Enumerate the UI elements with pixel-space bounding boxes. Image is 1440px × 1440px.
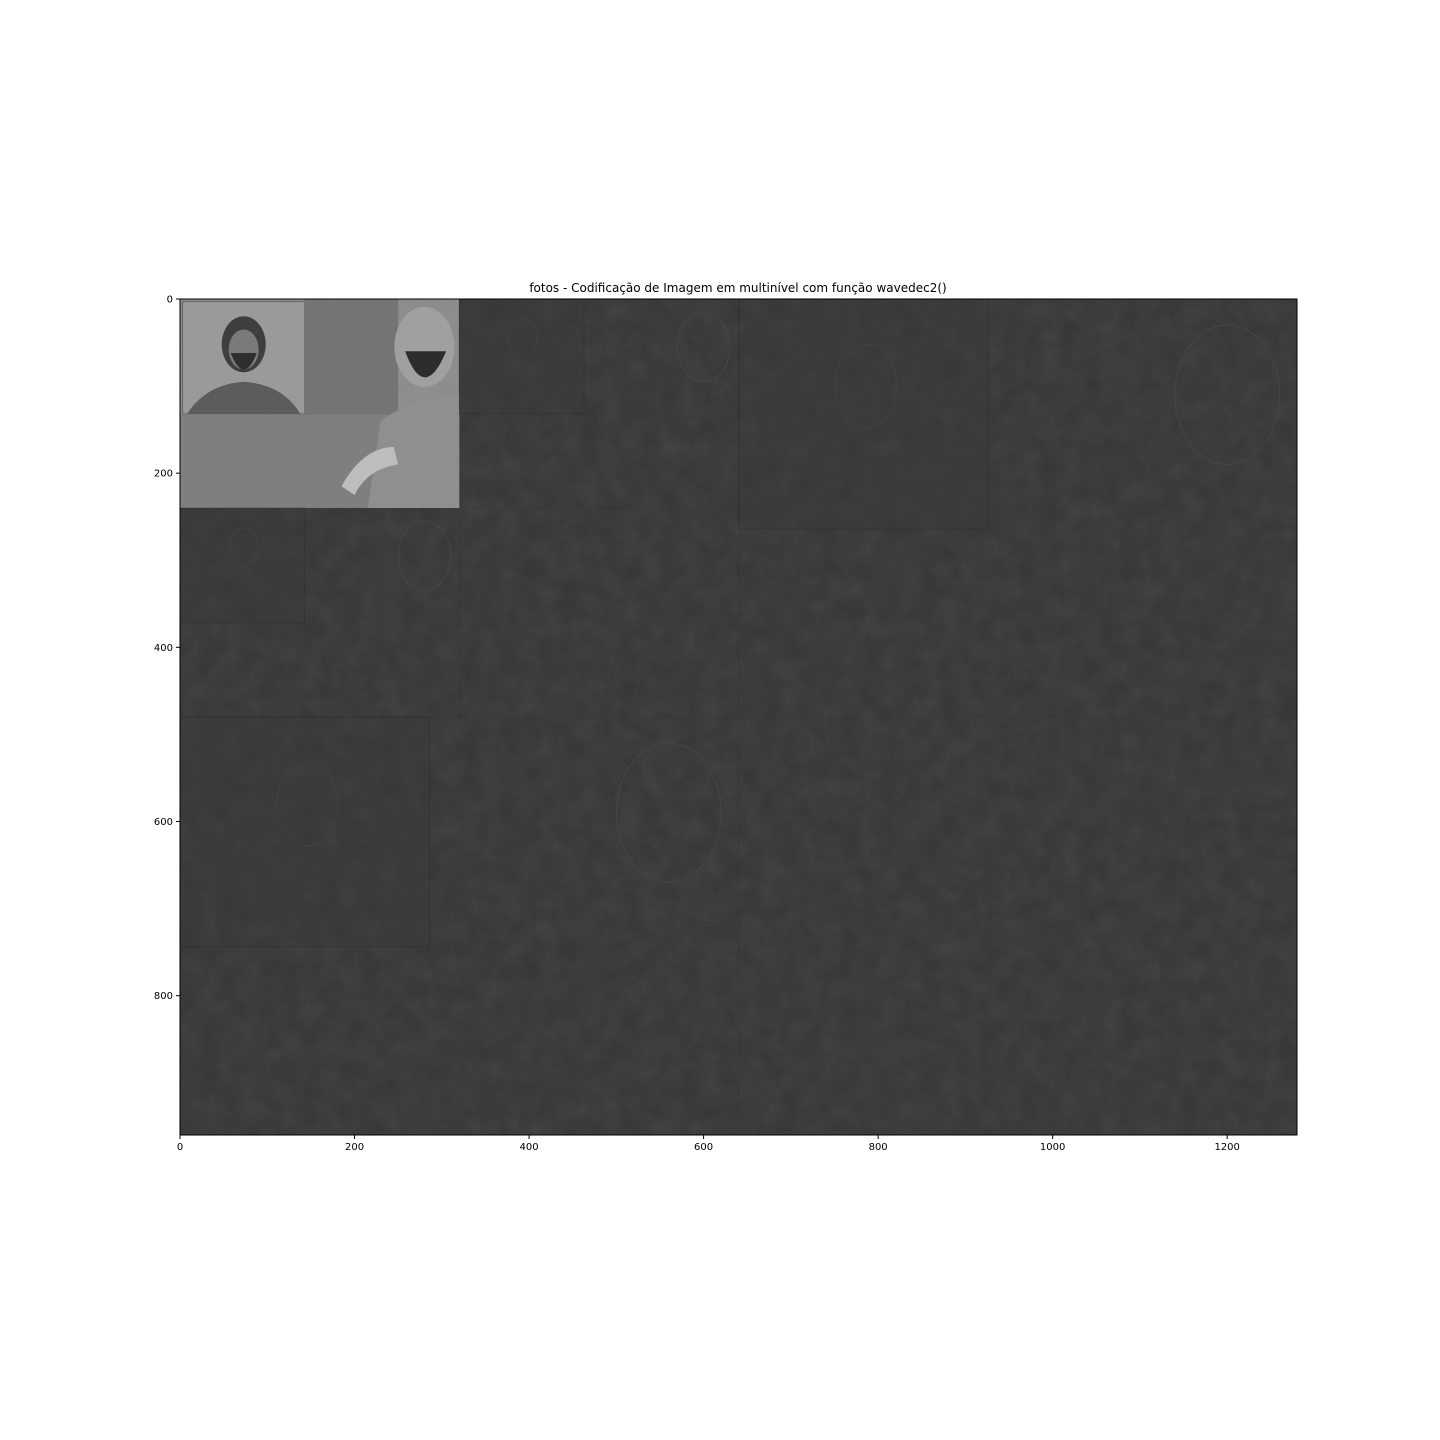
selfie-beard [405,351,447,378]
detail-v2-inset-head-outline [229,527,259,567]
axes-frame [179,298,1298,1136]
y-tick-label: 600 [154,817,173,828]
inset-portrait-shoulders [186,381,301,414]
detail-v2-inset-frame [179,507,306,624]
x-tick-label: 800 [869,1142,888,1153]
detail-v2-selfie-head-outline [397,520,452,592]
chart-title: fotos - Codificação de Imagem em multiní… [529,281,946,295]
foliage-area [304,299,399,415]
detail-h2-inset-head-outline [508,318,538,358]
plot-area [179,298,1298,1136]
selfie-shirt [367,394,460,508]
x-tick-label: 1200 [1214,1142,1239,1153]
x-tick-label: 0 [177,1142,183,1153]
detail-v1-inset-head-outline [276,761,339,847]
x-tick-label: 1000 [1040,1142,1065,1153]
x-axis: 0 200 400 600 800 1000 1200 [177,1135,1240,1153]
y-tick-label: 200 [154,469,173,480]
figures-layer [179,298,1281,948]
detail-h2-selfie-head-outline [676,311,731,383]
detail-h2-inset-frame [458,298,585,415]
detail-h1-inset-head-outline [834,343,898,429]
detail-v1-selfie-head-outline [615,742,722,884]
x-tick-label: 400 [520,1142,539,1153]
detail-h1-selfie-head-outline [1174,324,1281,466]
inset-portrait-beard [230,352,257,370]
y-tick-label: 0 [167,295,173,306]
x-tick-label: 600 [694,1142,713,1153]
selfie-arm [341,447,399,495]
y-axis: 0 200 400 600 800 [154,295,180,1002]
detail-v1-inset-frame [179,716,431,948]
y-tick-label: 800 [154,991,173,1002]
selfie-head [394,306,455,387]
y-tick-label: 400 [154,643,173,654]
x-tick-label: 200 [345,1142,364,1153]
detail-h1-inset-frame [738,298,989,530]
